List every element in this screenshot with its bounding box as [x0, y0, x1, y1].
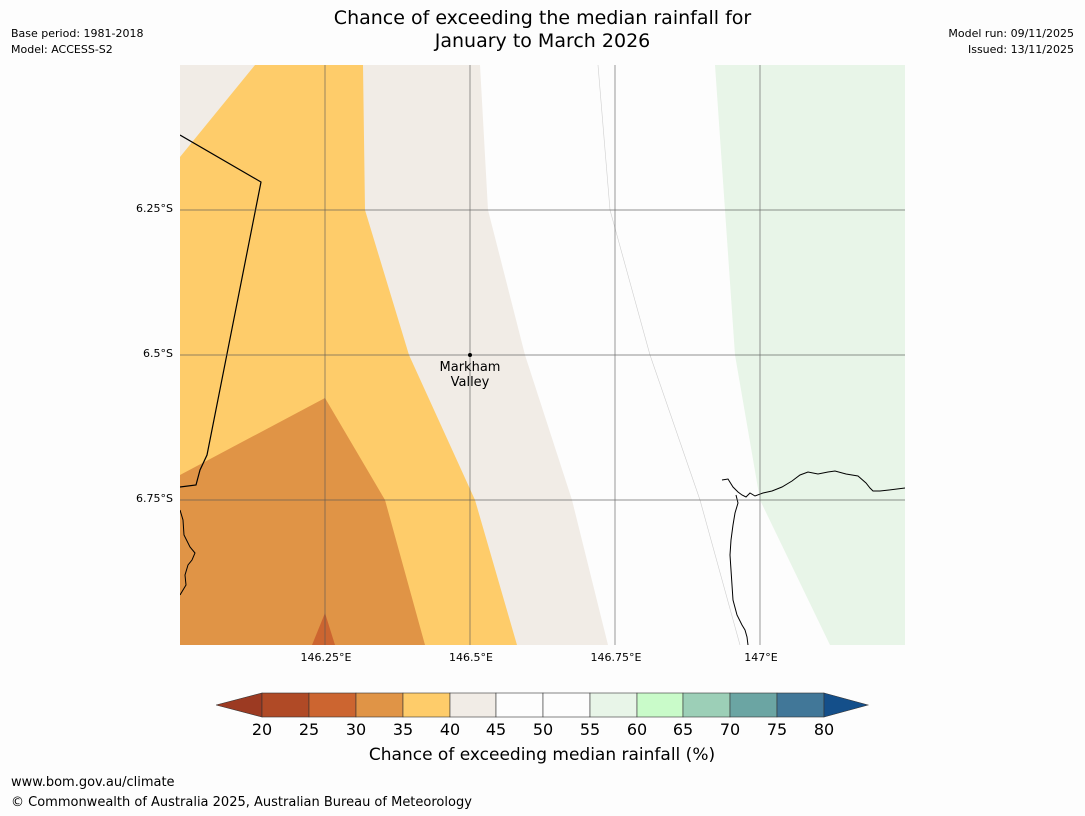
colorbar-bin-65-70 [682, 692, 731, 718]
colorbar-bin-20-25 [261, 692, 310, 718]
colorbar-tick-80: 80 [813, 720, 835, 739]
colorbar-tick-40: 40 [439, 720, 461, 739]
footer-url[interactable]: www.bom.gov.au/climate [11, 775, 175, 790]
colorbar-tick-30: 30 [345, 720, 367, 739]
issued-date: Issued: 13/11/2025 [967, 43, 1074, 56]
model-run: Model run: 09/11/2025 [948, 27, 1074, 40]
colorbar-label: Chance of exceeding median rainfall (%) [368, 745, 716, 765]
colorbar-bin-30-35 [355, 692, 404, 718]
place-label-line-2: Valley [450, 375, 490, 390]
region-30-35 [180, 398, 425, 645]
place-marker[interactable] [468, 353, 472, 357]
place-label-line-1: Markham [439, 360, 501, 375]
lon-label-146-25: 146.25°E [300, 651, 352, 664]
colorbar-extend-high [823, 692, 870, 718]
lat-label-6-25: 6.25°S [136, 202, 173, 215]
colorbar-tick-20: 20 [251, 720, 273, 739]
coastline-west [180, 134, 262, 488]
coastline-east-river [729, 494, 749, 645]
title-line-2: January to March 2026 [434, 30, 651, 52]
rainfall-map[interactable] [180, 65, 905, 645]
coastline-west-lower [180, 509, 196, 596]
colorbar-bin-45-50 [495, 692, 544, 718]
lon-label-146-75: 146.75°E [590, 651, 642, 664]
meta-right: Model run: 09/11/2025 Issued: 13/11/2025 [948, 26, 1074, 58]
coastline-east [721, 470, 905, 498]
colorbar-tick-60: 60 [626, 720, 648, 739]
colorbar-extend-low [216, 692, 263, 718]
footer-copyright: © Commonwealth of Australia 2025, Austra… [11, 795, 472, 810]
colorbar-bin-70-75 [729, 692, 778, 718]
colorbar-tick-50: 50 [532, 720, 554, 739]
colorbar-tick-75: 75 [766, 720, 788, 739]
colorbar-tick-35: 35 [392, 720, 414, 739]
colorbar-bin-40-45 [449, 692, 497, 718]
colorbar-bin-60-65 [636, 692, 684, 718]
colorbar-tick-55: 55 [579, 720, 601, 739]
colorbar-bin-35-40 [402, 692, 451, 718]
title-line-1: Chance of exceeding the median rainfall … [333, 7, 752, 29]
lon-label-146-5: 146.5°E [449, 651, 493, 664]
graticule [180, 65, 905, 645]
colorbar-tick-25: 25 [298, 720, 320, 739]
colorbar-tick-70: 70 [719, 720, 741, 739]
lat-label-6-75: 6.75°S [136, 492, 173, 505]
lat-label-6-5: 6.5°S [143, 347, 173, 360]
map-title: Chance of exceeding the median rainfall … [0, 7, 1085, 53]
colorbar [216, 692, 870, 718]
model-name: Model: ACCESS-S2 [11, 43, 113, 56]
colorbar-bin-25-30 [308, 692, 357, 718]
colorbar-bin-55-60 [589, 692, 638, 718]
lon-label-147: 147°E [744, 651, 778, 664]
colorbar-tick-45: 45 [485, 720, 507, 739]
meta-left: Base period: 1981-2018 Model: ACCESS-S2 [11, 26, 143, 58]
colorbar-bin-75-80 [776, 692, 825, 718]
colorbar-tick-65: 65 [672, 720, 694, 739]
colorbar-bin-50-55 [542, 692, 591, 718]
base-period: Base period: 1981-2018 [11, 27, 144, 40]
place-label-markham-valley: Markham Valley [420, 360, 520, 390]
region-25-30 [312, 613, 335, 645]
